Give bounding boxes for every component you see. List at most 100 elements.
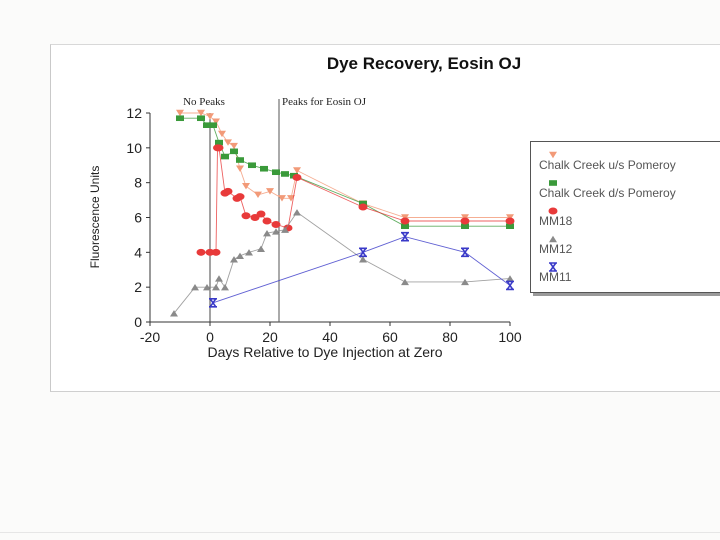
data-point: [401, 231, 409, 242]
series-line: [173, 211, 511, 314]
data-point: [263, 229, 271, 237]
data-point: [461, 247, 469, 258]
y-tick-label: 4: [134, 244, 142, 260]
legend-label: MM12: [539, 242, 573, 256]
data-point: [506, 223, 514, 230]
dye-recovery-chart: Dye Recovery, Eosin OJ Fluorescence Unit…: [88, 54, 522, 360]
series-line: [180, 112, 510, 218]
chart-title: Dye Recovery, Eosin OJ: [327, 54, 521, 73]
data-point: [215, 139, 223, 146]
x-tick-label: 0: [206, 329, 214, 345]
data-point: [400, 217, 410, 225]
legend-label: Chalk Creek d/s Pomeroy: [539, 186, 676, 200]
data-point: [191, 283, 199, 291]
data-point: [359, 256, 367, 263]
x-tick-label: 40: [322, 329, 338, 345]
data-point: [218, 130, 226, 138]
data-point: [549, 262, 557, 272]
data-point: [262, 217, 272, 225]
data-point: [548, 207, 558, 215]
data-point: [212, 118, 220, 125]
data-point: [230, 256, 238, 263]
data-point: [203, 283, 211, 291]
data-point: [549, 151, 557, 159]
legend-label: Chalk Creek u/s Pomeroy: [539, 158, 676, 172]
series-mm12: [170, 209, 514, 317]
data-point: [549, 235, 557, 243]
data-point: [203, 122, 211, 128]
data-point: [214, 144, 224, 152]
y-tick-label: 2: [134, 279, 142, 295]
data-point: [241, 212, 251, 220]
legend: Chalk Creek u/s Pomeroy Chalk Creek d/s P…: [530, 141, 720, 293]
data-point: [506, 275, 514, 282]
data-point: [292, 173, 302, 181]
data-point: [206, 113, 214, 120]
series-mm11: [209, 231, 514, 308]
data-point: [236, 252, 244, 260]
data-point: [236, 157, 244, 163]
data-point: [461, 278, 469, 286]
data-point: [245, 249, 253, 256]
legend-label: MM18: [539, 214, 573, 228]
data-point: [281, 171, 289, 177]
legend-marker: [549, 262, 557, 272]
x-tick-label: 60: [382, 329, 398, 345]
legend-marker: [549, 180, 557, 186]
x-tick-label: 20: [262, 329, 278, 345]
region-label: No Peaks: [183, 96, 225, 108]
series-layer: [170, 109, 515, 317]
data-point: [256, 210, 266, 218]
data-point: [272, 169, 280, 176]
data-point: [254, 191, 262, 199]
data-point: [293, 167, 301, 174]
data-point: [209, 122, 217, 128]
data-point: [215, 275, 223, 282]
scan-edge-line: [0, 532, 720, 533]
data-point: [359, 247, 367, 258]
series-line: [212, 236, 511, 304]
data-point: [248, 162, 256, 169]
y-axis-label: Fluorescence Units: [88, 166, 102, 269]
data-point: [221, 283, 229, 291]
legend-marker: [548, 207, 558, 215]
data-point: [461, 223, 469, 230]
data-point: [506, 280, 514, 291]
data-point: [260, 165, 268, 172]
data-point: [224, 139, 232, 146]
y-tick-label: 6: [134, 210, 142, 226]
data-point: [401, 223, 409, 230]
series-mm18: [196, 144, 515, 256]
data-point: [278, 195, 286, 202]
data-point: [236, 165, 244, 172]
data-point: [271, 220, 281, 228]
y-tick-label: 0: [134, 314, 142, 330]
data-point: [176, 109, 184, 117]
data-point: [272, 228, 280, 235]
data-point: [266, 188, 274, 195]
series-chalk-creek-u-s-pomeroy: [176, 109, 514, 221]
x-tick-label: 80: [442, 329, 458, 345]
data-point: [211, 248, 221, 256]
region-label: Peaks for Eosin OJ: [282, 96, 367, 108]
data-point: [197, 109, 205, 117]
series-chalk-creek-d-s-pomeroy: [176, 115, 514, 230]
data-point: [235, 193, 245, 201]
data-point: [358, 203, 368, 211]
data-point: [281, 226, 289, 233]
data-point: [460, 217, 470, 225]
data-point: [176, 115, 184, 122]
data-point: [230, 148, 238, 155]
data-point: [287, 195, 295, 202]
data-point: [293, 209, 301, 216]
data-point: [196, 248, 206, 256]
region-labels: No Peaks Peaks for Eosin OJ: [183, 96, 367, 108]
data-point: [230, 142, 238, 150]
data-point: [257, 245, 265, 253]
x-tick-label: 100: [498, 329, 522, 345]
data-point: [223, 187, 233, 195]
data-point: [242, 182, 250, 190]
x-tick-label: -20: [140, 329, 160, 345]
data-point: [212, 283, 220, 291]
